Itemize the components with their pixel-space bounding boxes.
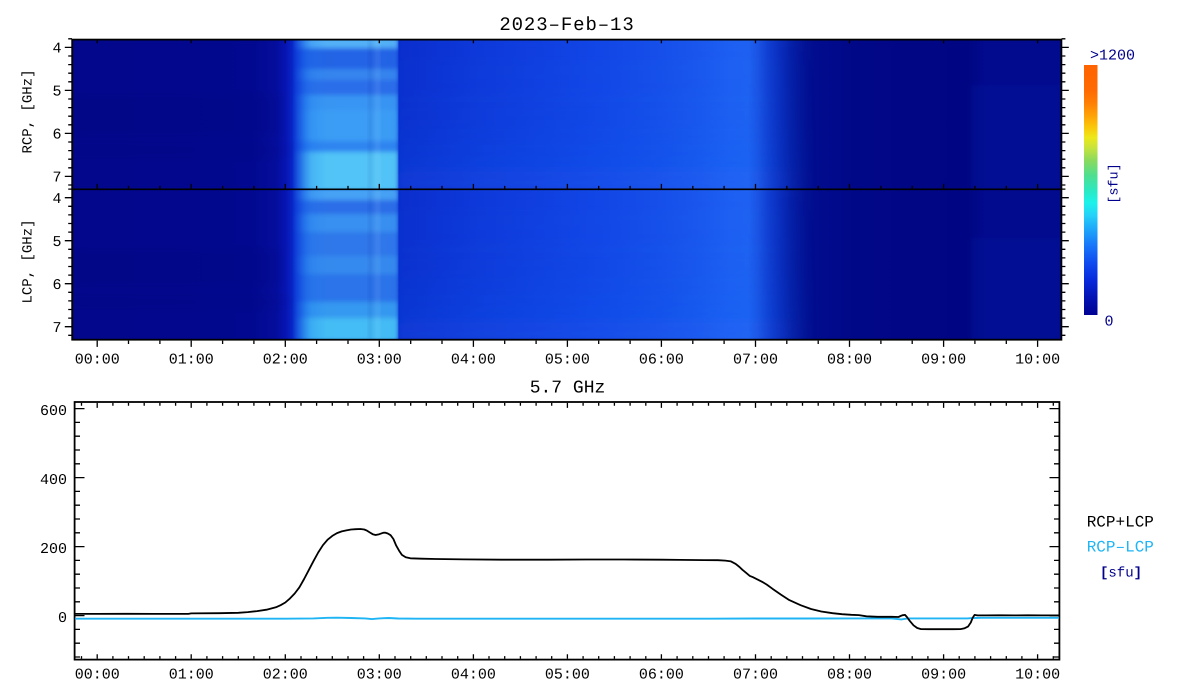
svg-text:00:00: 00:00	[75, 667, 120, 684]
svg-text:05:00: 05:00	[545, 667, 590, 684]
svg-text:7: 7	[52, 170, 61, 187]
svg-text:7: 7	[52, 320, 61, 337]
svg-text:0: 0	[1105, 313, 1114, 330]
svg-text:RCP+LCP: RCP+LCP	[1087, 513, 1154, 531]
svg-text:09:00: 09:00	[921, 667, 966, 684]
svg-text:06:00: 06:00	[639, 352, 684, 369]
svg-text:RCP, [GHz]: RCP, [GHz]	[21, 69, 37, 153]
svg-text:5: 5	[52, 234, 61, 251]
svg-text:02:00: 02:00	[263, 352, 308, 369]
svg-text:>1200: >1200	[1090, 47, 1135, 64]
svg-text:06:00: 06:00	[639, 667, 684, 684]
svg-text:6: 6	[52, 127, 61, 144]
svg-text:05:00: 05:00	[545, 352, 590, 369]
svg-text:09:00: 09:00	[921, 352, 966, 369]
svg-text:08:00: 08:00	[827, 667, 872, 684]
svg-text:6: 6	[52, 277, 61, 294]
svg-text:04:00: 04:00	[451, 352, 496, 369]
svg-text:LCP, [GHz]: LCP, [GHz]	[21, 219, 37, 303]
svg-text:5: 5	[52, 84, 61, 101]
svg-text:10:00: 10:00	[1015, 352, 1060, 369]
svg-text:03:00: 03:00	[357, 667, 402, 684]
svg-text:4: 4	[52, 191, 61, 208]
svg-text:600: 600	[40, 403, 67, 420]
svg-text:01:00: 01:00	[169, 352, 214, 369]
svg-text:4: 4	[52, 41, 61, 58]
svg-text:01:00: 01:00	[169, 667, 214, 684]
svg-text:400: 400	[40, 472, 67, 489]
svg-text:02:00: 02:00	[263, 667, 308, 684]
svg-text:2023–Feb–13: 2023–Feb–13	[499, 14, 634, 36]
svg-text:08:00: 08:00	[827, 352, 872, 369]
svg-text:04:00: 04:00	[451, 667, 496, 684]
svg-text:RCP–LCP: RCP–LCP	[1087, 538, 1154, 556]
svg-text:[sfu]: [sfu]	[1108, 163, 1123, 204]
svg-text:00:00: 00:00	[75, 352, 120, 369]
svg-text:200: 200	[40, 541, 67, 558]
svg-text:10:00: 10:00	[1015, 667, 1060, 684]
svg-text:0: 0	[58, 610, 67, 627]
svg-text:5.7 GHz: 5.7 GHz	[530, 379, 606, 399]
svg-text:07:00: 07:00	[733, 352, 778, 369]
svg-text:[sfu]: [sfu]	[1100, 566, 1142, 582]
svg-text:07:00: 07:00	[733, 667, 778, 684]
svg-text:03:00: 03:00	[357, 352, 402, 369]
